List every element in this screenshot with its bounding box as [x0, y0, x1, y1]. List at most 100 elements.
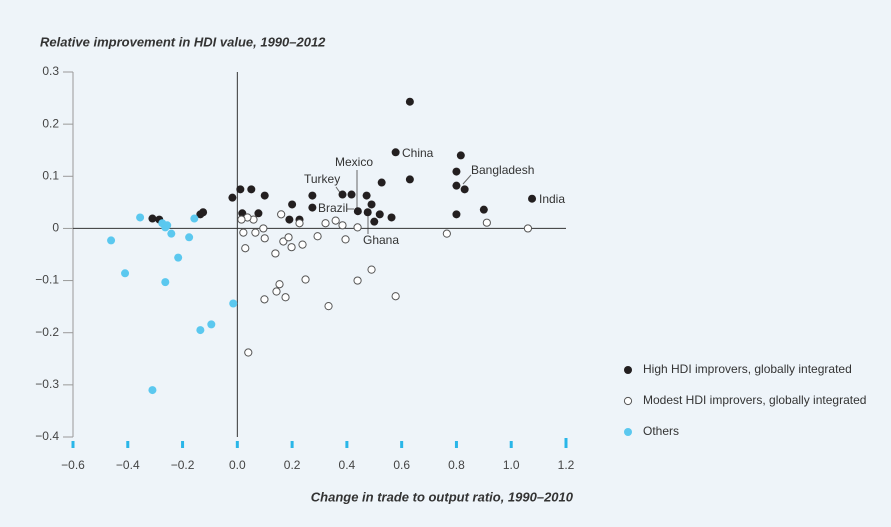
point [244, 348, 253, 357]
point [237, 215, 246, 224]
point [298, 240, 307, 249]
x-tick-label: 1.0 [503, 458, 520, 472]
point [185, 233, 194, 242]
point [523, 224, 533, 233]
x-tick-label: 0.2 [284, 458, 301, 472]
y-tick-label: −0.1 [35, 273, 59, 287]
annotation: India [539, 192, 565, 206]
point [279, 237, 288, 246]
x-tick-label: −0.4 [116, 458, 140, 472]
point [275, 280, 284, 289]
x-tick [564, 438, 568, 448]
legend-marker [623, 396, 633, 406]
point [338, 190, 347, 199]
point [391, 148, 400, 157]
y-tick-label: 0 [52, 221, 59, 235]
point [460, 185, 469, 194]
point [479, 205, 488, 214]
point [301, 275, 310, 284]
point [405, 97, 414, 106]
point [228, 193, 237, 202]
point [442, 229, 451, 238]
x-tick [126, 441, 130, 448]
point [452, 167, 461, 176]
point [285, 215, 294, 224]
x-tick-label: −0.6 [61, 458, 85, 472]
point [387, 213, 396, 222]
legend-label: Others [643, 424, 679, 438]
point [528, 194, 537, 203]
annotation: Brazil [318, 201, 348, 215]
point [288, 200, 297, 209]
point [247, 185, 256, 194]
point [324, 302, 333, 311]
y-tick-label: 0.3 [42, 64, 59, 78]
point [362, 191, 371, 200]
x-tick [454, 441, 458, 448]
point [136, 213, 145, 222]
point [259, 224, 268, 233]
point [199, 208, 208, 217]
x-tick-label: 1.2 [558, 458, 575, 472]
point [163, 221, 172, 230]
point [284, 233, 293, 242]
point [341, 235, 350, 244]
legend-label: Modest HDI improvers, globally integrate… [643, 393, 866, 407]
point [107, 236, 116, 245]
point [456, 151, 465, 160]
point [295, 219, 304, 228]
point [287, 243, 296, 252]
annotation: Turkey [304, 172, 340, 186]
x-tick-label: 0.4 [339, 458, 356, 472]
annotation: Ghana [363, 233, 399, 247]
point [251, 228, 260, 237]
point [353, 207, 362, 216]
legend-marker [624, 366, 632, 374]
point [260, 234, 269, 243]
point [277, 210, 286, 219]
leader-line [462, 174, 472, 185]
point [148, 214, 157, 223]
point [367, 200, 376, 209]
legend-label: High HDI improvers, globally integrated [643, 362, 852, 376]
point [363, 208, 372, 217]
point [167, 229, 176, 238]
x-axis-label: Change in trade to output ratio, 1990–20… [311, 489, 574, 504]
x-tick-label: 0.6 [393, 458, 410, 472]
x-tick-label: 0.0 [229, 458, 246, 472]
point [377, 178, 386, 187]
y-axis-label: Relative improvement in HDI value, 1990–… [40, 34, 326, 49]
point [405, 175, 414, 184]
y-tick-label: −0.4 [35, 429, 59, 443]
point [321, 219, 330, 228]
annotation: Bangladesh [471, 163, 534, 177]
point [281, 293, 290, 302]
point [207, 320, 216, 329]
y-tick-label: 0.2 [42, 116, 59, 130]
point [308, 203, 317, 212]
point [308, 191, 317, 200]
point [241, 244, 250, 253]
point [121, 269, 130, 278]
point [236, 185, 245, 194]
x-tick [509, 441, 513, 448]
point [338, 221, 347, 230]
point [353, 276, 362, 285]
x-tick [235, 441, 239, 448]
y-tick-label: −0.2 [35, 325, 59, 339]
point [174, 253, 183, 262]
point [331, 216, 340, 225]
x-tick [181, 441, 185, 448]
point [161, 278, 170, 287]
legend-marker [624, 428, 632, 436]
point [452, 210, 461, 219]
x-tick [400, 441, 404, 448]
point [452, 181, 461, 190]
annotation: China [402, 146, 434, 160]
point [260, 191, 269, 200]
point [196, 326, 205, 335]
point [482, 218, 491, 227]
x-tick-label: 0.8 [448, 458, 465, 472]
